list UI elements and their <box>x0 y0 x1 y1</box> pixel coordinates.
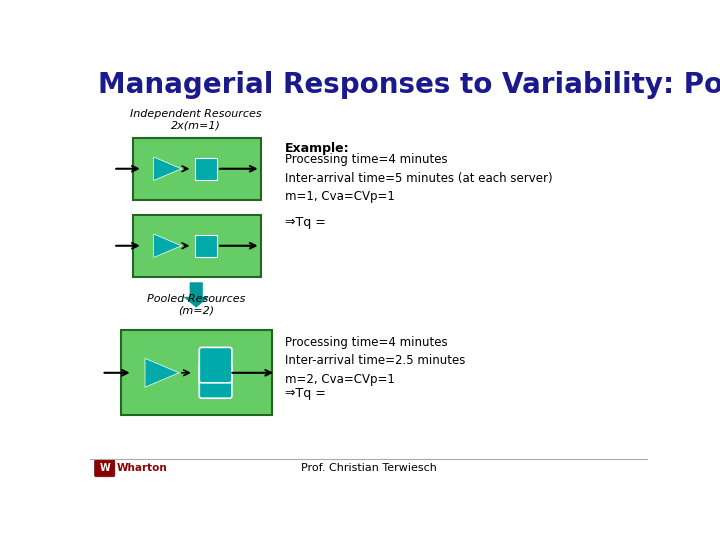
Polygon shape <box>153 157 181 180</box>
Text: Processing time=4 minutes
Inter-arrival time=5 minutes (at each server)
m=1, Cva: Processing time=4 minutes Inter-arrival … <box>285 153 553 204</box>
FancyBboxPatch shape <box>94 460 114 477</box>
Polygon shape <box>182 282 210 308</box>
Text: Pooled Resources
(m=2): Pooled Resources (m=2) <box>147 294 246 316</box>
FancyBboxPatch shape <box>132 138 261 200</box>
Text: Processing time=4 minutes
Inter-arrival time=2.5 minutes
m=2, Cva=CVp=1: Processing time=4 minutes Inter-arrival … <box>285 336 466 386</box>
Text: Managerial Responses to Variability: Pooling: Managerial Responses to Variability: Poo… <box>98 71 720 99</box>
Polygon shape <box>153 234 181 258</box>
FancyBboxPatch shape <box>132 215 261 276</box>
Polygon shape <box>145 359 179 387</box>
FancyBboxPatch shape <box>199 363 232 398</box>
Text: Prof. Christian Terwiesch: Prof. Christian Terwiesch <box>301 463 437 473</box>
FancyBboxPatch shape <box>195 158 217 179</box>
Text: Example:: Example: <box>285 142 350 155</box>
Text: ⇒Tq =: ⇒Tq = <box>285 387 326 400</box>
FancyBboxPatch shape <box>121 330 272 415</box>
FancyBboxPatch shape <box>199 347 232 383</box>
FancyBboxPatch shape <box>195 235 217 256</box>
Text: Wharton: Wharton <box>117 463 167 473</box>
Text: W: W <box>99 463 110 473</box>
Text: Independent Resources
2x(m=1): Independent Resources 2x(m=1) <box>130 109 262 130</box>
Text: ⇒Tq =: ⇒Tq = <box>285 215 326 229</box>
